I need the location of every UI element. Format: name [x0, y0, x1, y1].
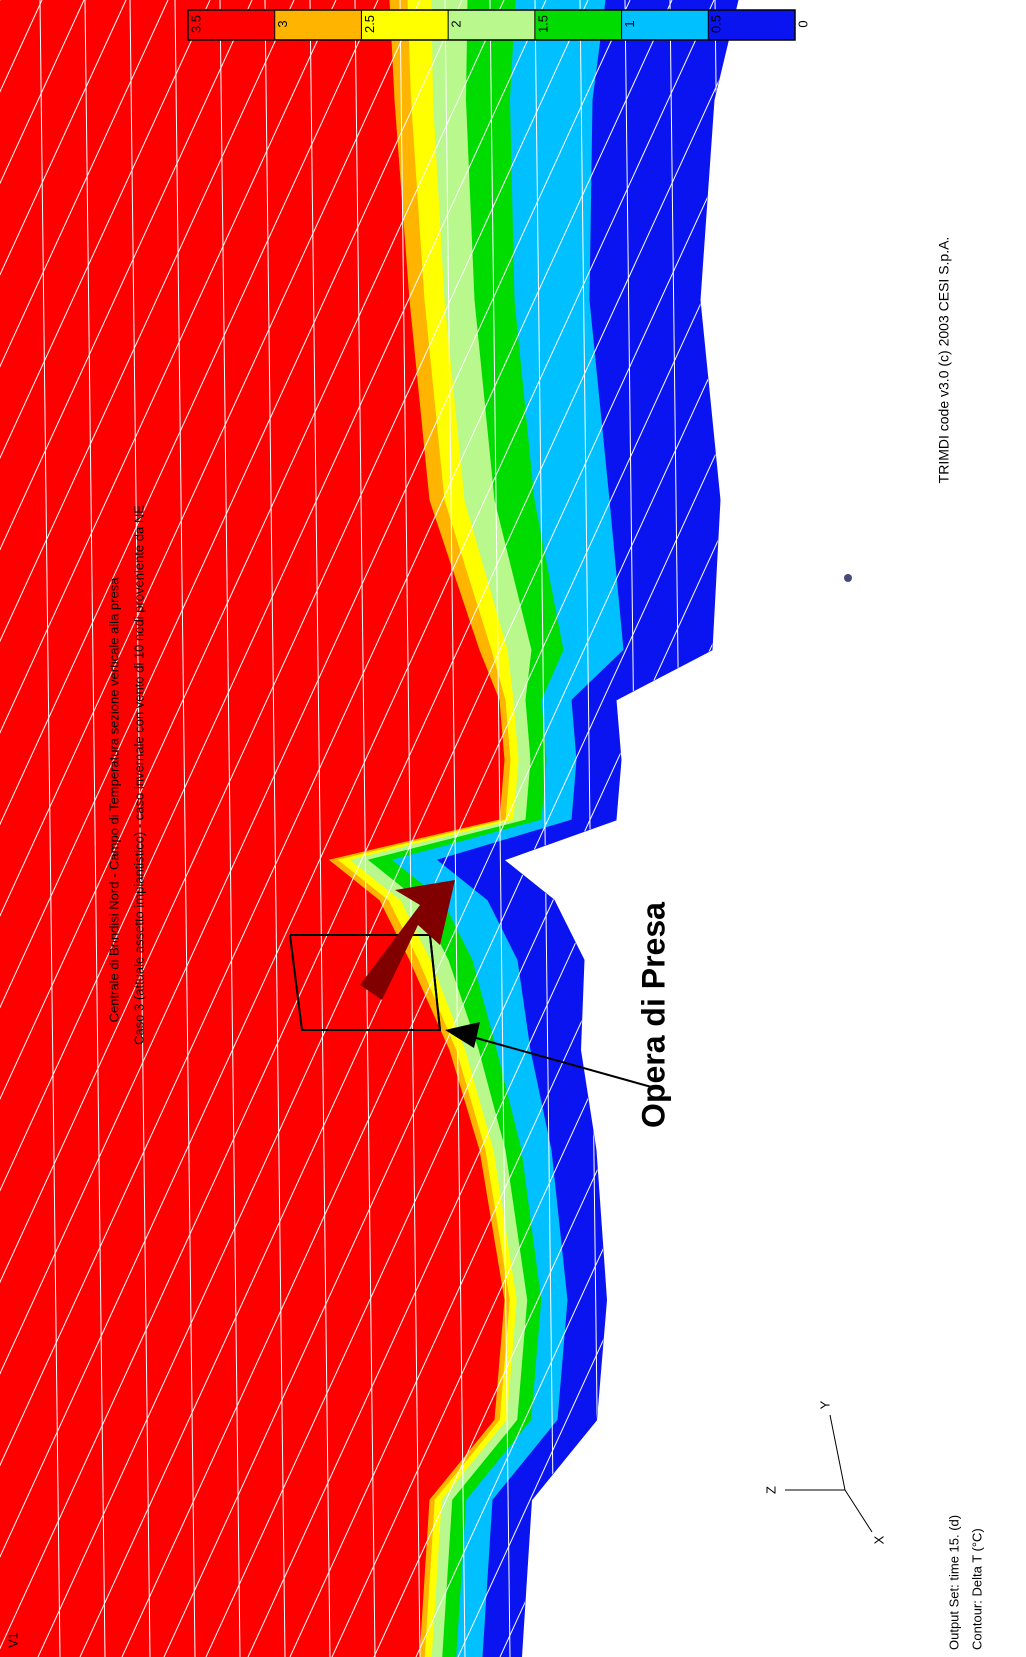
mesh-line	[709, 0, 738, 1657]
dot	[844, 574, 852, 582]
colorbar-label: 1.5	[535, 15, 550, 33]
pointer-line	[461, 1033, 656, 1089]
colorbar-label: 0	[795, 20, 810, 27]
mesh-line	[415, 0, 738, 1657]
contour-band	[436, 0, 739, 1657]
mesh-line	[0, 0, 337, 1657]
colorbar-segment	[361, 10, 449, 40]
title-line: Centrale di Brindisi Nord - Campo di Tem…	[106, 577, 121, 1023]
mesh-line	[878, 0, 1026, 1657]
mesh-line	[489, 0, 511, 1657]
colorbar-segment	[448, 10, 535, 40]
colorbar-segment	[188, 10, 275, 40]
mesh-line	[457, 0, 738, 1657]
mesh-line	[0, 0, 505, 1657]
mesh-line	[534, 0, 556, 1657]
mesh-line	[163, 0, 738, 1657]
mesh-line	[667, 0, 738, 1657]
mesh-line	[0, 0, 253, 1657]
axis-x	[844, 1489, 873, 1533]
output-set: Output Set: time 15. (d)	[946, 1515, 961, 1650]
mesh-line	[752, 0, 1026, 1657]
mesh-line	[760, 0, 780, 1657]
colorbar-label: 1	[622, 20, 637, 27]
credit: TRIMDI code v3.0 (c) 2003 CESI S.p.A.	[936, 237, 952, 484]
mesh-line	[309, 0, 331, 1657]
mesh-line	[0, 0, 379, 1657]
mesh-line	[174, 0, 196, 1657]
colorbar-label: 3	[275, 20, 290, 27]
mesh-line	[850, 0, 870, 1657]
mesh-line	[0, 0, 169, 1657]
mesh-line	[895, 0, 915, 1657]
axis-label: X	[871, 1535, 886, 1544]
colorbar-label: 3.5	[188, 15, 203, 33]
mesh-line	[373, 0, 738, 1657]
axis-label: Y	[817, 1400, 832, 1409]
mesh-line	[0, 0, 588, 1657]
mesh-line	[121, 0, 738, 1657]
colorbar-segment	[274, 10, 362, 40]
colorbar-segment	[621, 10, 709, 40]
mesh-line	[0, 0, 630, 1657]
mesh-line	[0, 0, 672, 1657]
mesh-line	[399, 0, 421, 1657]
colorbar-segment	[534, 10, 622, 40]
mesh-line	[0, 0, 546, 1657]
mesh-line	[37, 0, 738, 1657]
mesh-line	[0, 0, 295, 1657]
colorbar-label: 2.5	[362, 15, 377, 33]
mesh-line	[354, 0, 376, 1657]
mesh-line	[39, 0, 61, 1657]
mesh-line	[444, 0, 466, 1657]
title-line: Caso 3 (attuale assetto impiantistico) -…	[131, 505, 146, 1045]
annotation: Opera di Presa	[635, 902, 671, 1128]
mesh-line	[714, 0, 736, 1657]
intake-edge	[429, 934, 441, 1031]
colorbar-label: 0.5	[709, 15, 724, 33]
axis-label: Z	[763, 1486, 778, 1494]
mesh-line	[0, 0, 463, 1657]
colorbar-label: 2	[449, 20, 464, 27]
mesh-line	[0, 0, 421, 1657]
axis-y	[829, 1414, 846, 1491]
mesh-line	[129, 0, 151, 1657]
view-label: V1	[5, 1632, 20, 1648]
mesh-line	[219, 0, 241, 1657]
pointer-head	[445, 1022, 480, 1048]
colorbar-segment	[708, 10, 795, 40]
mesh-line	[0, 0, 211, 1657]
mesh-line	[836, 0, 1026, 1657]
mesh-line	[579, 0, 601, 1657]
flow-arrow	[360, 880, 455, 1000]
mesh-line	[84, 0, 106, 1657]
colorbar: 3.5 3 2.5 2 1.5 1 0.5 0	[187, 9, 810, 41]
contour-label: Contour: Delta T (°C)	[969, 1528, 984, 1650]
mesh-line	[264, 0, 286, 1657]
mesh-line	[0, 0, 714, 1657]
mesh-line	[0, 0, 756, 1657]
mesh-line	[205, 0, 738, 1657]
